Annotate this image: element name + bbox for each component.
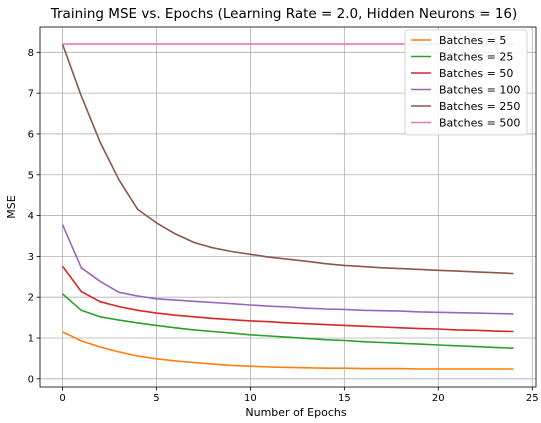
x-axis-ticks: 0 5 10 15 20 25 [59, 387, 539, 404]
legend-label: Batches = 5 [439, 34, 506, 47]
x-tick-label: 10 [244, 393, 257, 404]
x-tick-label: 0 [59, 393, 65, 404]
y-tick-label: 0 [28, 374, 34, 385]
y-axis-ticks: 0 1 2 3 4 5 6 7 8 [28, 48, 40, 385]
legend-label: Batches = 100 [439, 84, 520, 97]
y-tick-label: 6 [28, 129, 34, 140]
legend-label: Batches = 250 [439, 100, 520, 113]
legend: Batches = 5 Batches = 25 Batches = 50 Batch… [404, 29, 528, 136]
y-tick-label: 2 [28, 293, 34, 304]
x-axis-label: Number of Epochs [245, 406, 346, 419]
series-line [61, 224, 514, 315]
series-line [61, 43, 514, 275]
y-tick-label: 8 [28, 48, 34, 59]
y-tick-label: 3 [28, 252, 34, 263]
x-tick-label: 15 [338, 393, 351, 404]
y-axis-label: MSE [5, 195, 18, 218]
plot-frame [39, 26, 537, 388]
x-tick-label: 20 [432, 393, 445, 404]
legend-label: Batches = 25 [439, 51, 513, 64]
legend-label: Batches = 500 [439, 117, 520, 130]
x-tick-label: 5 [153, 393, 159, 404]
chart-title: Training MSE vs. Epochs (Learning Rate =… [50, 6, 518, 22]
series-line [62, 331, 514, 370]
series-line [61, 293, 514, 349]
legend-label: Batches = 50 [439, 67, 513, 80]
y-tick-label: 7 [28, 89, 34, 100]
series-lines [61, 43, 514, 370]
series-line [61, 265, 514, 333]
y-tick-label: 4 [28, 211, 34, 222]
x-tick-label: 25 [526, 393, 539, 404]
legend-box [404, 29, 528, 136]
y-tick-label: 1 [28, 334, 34, 345]
y-tick-label: 5 [28, 170, 34, 181]
